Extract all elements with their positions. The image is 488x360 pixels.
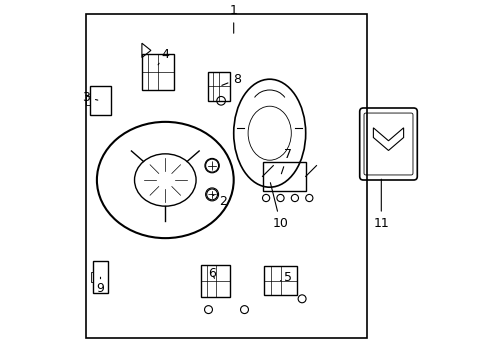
Bar	[142, 54, 174, 90]
Bar	[201, 265, 230, 297]
Text: 2: 2	[212, 194, 226, 208]
Text: 5: 5	[280, 271, 291, 284]
Text: 3: 3	[82, 91, 98, 104]
Text: 11: 11	[373, 179, 388, 230]
Text: 8: 8	[222, 73, 241, 86]
Bar	[89, 86, 111, 115]
Text: 4: 4	[158, 48, 169, 65]
Bar	[264, 266, 296, 295]
Text: 9: 9	[96, 277, 104, 294]
Bar	[208, 72, 230, 101]
Bar	[86, 96, 89, 105]
Bar	[262, 162, 305, 191]
Bar	[91, 273, 93, 282]
Text: 7: 7	[281, 148, 291, 174]
Bar	[93, 261, 107, 293]
Text: 6: 6	[208, 267, 216, 280]
Text: 1: 1	[229, 4, 237, 33]
Bar	[86, 14, 366, 338]
Text: 10: 10	[270, 183, 288, 230]
